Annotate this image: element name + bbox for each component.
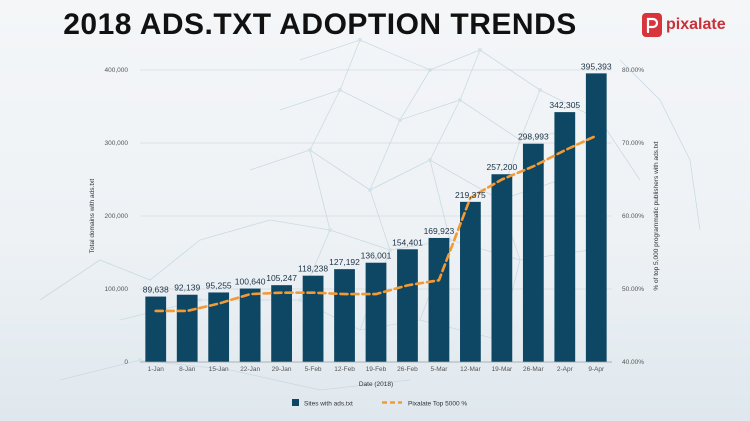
x-tick-label: 5-Feb [305,366,322,373]
y2-tick-label: 70.00% [622,140,644,147]
y-axis-title: Total domains with ads.txt [89,179,96,254]
bar-value-label: 118,238 [298,264,328,274]
x-tick-label: 26-Feb [397,366,418,373]
page-title: 2018 ADS.TXT ADOPTION TRENDS [63,8,577,41]
y2-tick-label: 50.00% [622,286,644,293]
bar [522,143,544,362]
bar-value-label: 95,255 [206,280,232,290]
bar [491,174,513,362]
y2-tick-label: 60.00% [622,213,644,220]
legend-line-label: Pixalate Top 5000 % [408,401,467,408]
bar-value-label: 89,638 [143,285,169,295]
bar-value-label: 169,923 [424,226,455,236]
x-tick-label: 12-Mar [460,366,481,373]
bar [271,285,292,362]
bar [208,292,230,362]
y-tick-label: 200,000 [105,213,129,220]
legend-bar-swatch [292,399,299,406]
y-tick-label: 0 [124,359,128,366]
bar-value-label: 154,401 [392,237,423,247]
bar-value-label: 257,200 [486,162,517,172]
y-tick-label: 400,000 [105,67,129,74]
y-tick-label: 300,000 [105,140,129,147]
legend-layer: Sites with ads.txt Pixalate Top 5000 % [292,399,467,408]
bar [334,269,355,362]
bar-layer [145,73,607,363]
bar [460,201,481,362]
logo-text: pixalate [666,16,726,33]
line-layer [154,134,598,313]
x-tick-label: 8-Jan [179,366,196,373]
bar [397,249,418,362]
bar-value-label: 127,192 [329,257,360,267]
x-tick-label: 15-Jan [209,366,229,373]
label-layer: 89,638 92,139 95,255 100,640 105,247118,2381… [143,61,612,294]
bar-value-label: 395,393 [581,61,612,71]
bar-value-label: 136,001 [361,251,392,261]
x-tick-label: 1-Jan [148,366,165,373]
bar [428,237,450,362]
x-tick-label: 26-Mar [523,366,544,373]
bar-value-label: 219,375 [455,190,486,200]
x-tick-label: 5-Mar [430,366,448,373]
bar-value-label: 298,993 [518,132,549,142]
x-tick-label: 9-Apr [588,366,605,373]
x-tick-label: 19-Feb [366,366,387,373]
bar-value-label: 92,139 [174,283,200,293]
pixalate-logo-icon [642,13,662,37]
y-tick-label: 100,000 [105,286,129,293]
bar-value-label: 105,247 [266,273,297,283]
bar [365,262,387,362]
bar [585,73,607,363]
bar [239,288,261,362]
y2-tick-label: 40.00% [622,359,644,366]
bar-value-label: 100,640 [235,277,266,287]
y2-axis-title: % of top 5,000 programmatic publishers w… [653,141,660,290]
pixalate-logo: pixalate [642,12,726,38]
x-tick-label: 22-Jan [240,366,260,373]
x-tick-label: 12-Feb [334,366,355,373]
legend-bar-label: Sites with ads.txt [304,401,353,408]
x-tick-label: 2-Apr [557,366,574,373]
y2-tick-label: 80.00% [622,67,644,74]
bar-value-label: 342,305 [549,100,580,110]
x-axis-title: Date (2018) [359,381,393,388]
x-tick-label: 29-Jan [272,366,292,373]
bar [145,296,167,362]
bar [302,275,324,362]
axis-layer: 0 100,000 200,000 300,000 400,000 40.00% 50.00… [89,67,660,388]
bar [176,294,198,362]
x-tick-label: 19-Mar [492,366,513,373]
bar [554,112,576,363]
